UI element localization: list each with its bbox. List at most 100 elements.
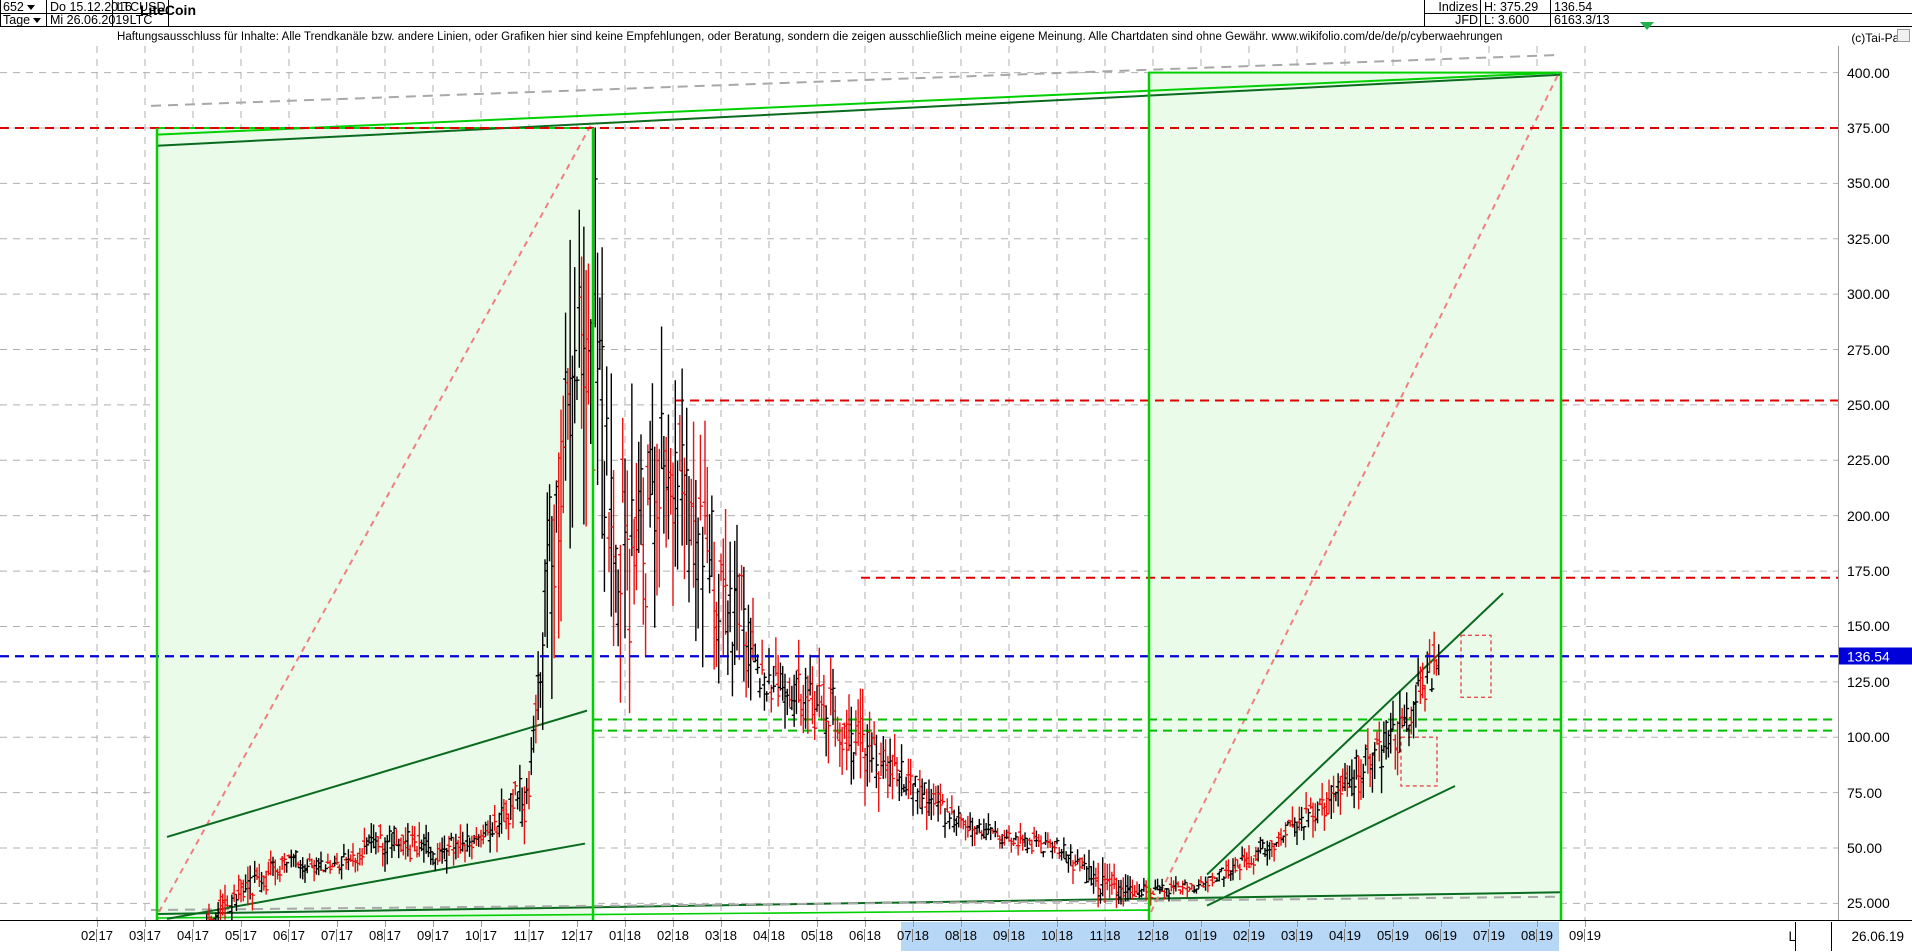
price-axis[interactable]: 400.00 375.00 350.00 325.00 300.00 275.00 250.… bbox=[1838, 46, 1912, 920]
time-tick bbox=[337, 921, 338, 927]
bars-count-selector[interactable]: 652 bbox=[3, 0, 46, 14]
time-tick bbox=[577, 921, 578, 927]
time-tick bbox=[721, 921, 722, 927]
time-tick bbox=[1105, 921, 1106, 927]
guide-line-gray bbox=[150, 53, 1562, 107]
time-label: 11 18 bbox=[1089, 928, 1121, 943]
interval-value: Tage bbox=[3, 12, 31, 27]
time-label: 08 17 bbox=[369, 928, 401, 943]
inner-channel-2017-top bbox=[166, 709, 588, 838]
bars-count-value: 652 bbox=[3, 0, 24, 14]
time-tick bbox=[1537, 921, 1538, 927]
price-tick: 225.00 bbox=[1847, 452, 1890, 469]
price-tick: 75.00 bbox=[1847, 784, 1883, 801]
chevron-down-icon[interactable] bbox=[33, 17, 42, 23]
axis-settings-button[interactable] bbox=[1897, 29, 1910, 42]
price-tick: 250.00 bbox=[1847, 396, 1890, 413]
ticker-code[interactable]: LTC bbox=[129, 12, 153, 27]
time-label: 06 19 bbox=[1425, 928, 1457, 943]
time-tick bbox=[1249, 921, 1250, 927]
time-label: 11 17 bbox=[513, 928, 545, 943]
period-low: L: 3.600 bbox=[1484, 12, 1530, 27]
source-provider: JFD bbox=[1455, 12, 1478, 27]
projection-diagonal-2 bbox=[1150, 72, 1560, 913]
trendline-dark-upper-2 bbox=[594, 73, 1562, 125]
channel-rect-2017 bbox=[156, 126, 594, 920]
time-tick bbox=[625, 921, 626, 927]
time-label: 05 18 bbox=[801, 928, 833, 943]
time-tick bbox=[145, 921, 146, 927]
time-label: 03 19 bbox=[1281, 928, 1313, 943]
volume-info: 6163.3/13 bbox=[1554, 12, 1610, 27]
price-tick: 25.000 bbox=[1847, 895, 1890, 912]
time-label: 02 18 bbox=[657, 928, 689, 943]
date-to[interactable]: Mi 26.06.2019 bbox=[50, 12, 130, 27]
instrument-title: LiteCoin bbox=[140, 2, 196, 18]
time-label: 06 17 bbox=[273, 928, 305, 943]
time-tick bbox=[1393, 921, 1394, 927]
time-range-selection[interactable] bbox=[901, 922, 1559, 951]
time-tick bbox=[1009, 921, 1010, 927]
price-tick: 400.00 bbox=[1847, 64, 1890, 81]
trendline-dark-upper bbox=[156, 122, 596, 147]
chart-canvas bbox=[0, 46, 1838, 920]
scroll-marker-icon bbox=[1640, 22, 1654, 30]
symbol-code[interactable]: LTCUSD bbox=[116, 0, 166, 14]
time-label: 08 19 bbox=[1521, 928, 1553, 943]
time-label: 04 19 bbox=[1329, 928, 1361, 943]
time-tick bbox=[1345, 921, 1346, 927]
time-label: 09 19 bbox=[1569, 928, 1601, 943]
time-axis-mode-label: L bbox=[1788, 929, 1796, 944]
chart-toolbar: 652 Tage Do 15.12.2016 Mi 26.06.2019 LTC… bbox=[0, 0, 1912, 27]
date-from[interactable]: Do 15.12.2016 bbox=[50, 0, 133, 14]
price-tick: 150.00 bbox=[1847, 618, 1890, 635]
inner-channel-2019-top bbox=[1206, 592, 1504, 876]
source-label: Indizes bbox=[1438, 0, 1478, 14]
time-tick bbox=[961, 921, 962, 927]
time-label: 05 19 bbox=[1377, 928, 1409, 943]
price-tick: 350.00 bbox=[1847, 175, 1890, 192]
time-label: 02 19 bbox=[1233, 928, 1265, 943]
time-tick bbox=[1441, 921, 1442, 927]
time-label: 02 17 bbox=[81, 928, 113, 943]
period-high: H: 375.29 bbox=[1484, 0, 1539, 14]
disclaimer-text: Haftungsausschluss für Inhalte: Alle Tre… bbox=[117, 31, 1503, 43]
time-tick bbox=[97, 921, 98, 927]
time-label: 03 17 bbox=[129, 928, 161, 943]
time-tick bbox=[1201, 921, 1202, 927]
consolidation-box-2 bbox=[1460, 634, 1492, 699]
time-label: 12 17 bbox=[561, 928, 593, 943]
time-label: 07 17 bbox=[321, 928, 353, 943]
time-label: 04 17 bbox=[177, 928, 209, 943]
time-tick bbox=[817, 921, 818, 927]
guide-line-gray-lower bbox=[150, 895, 1562, 911]
time-tick bbox=[193, 921, 194, 927]
interval-selector[interactable]: Tage bbox=[3, 12, 46, 27]
ohlc-bars bbox=[206, 127, 1442, 920]
time-tick bbox=[865, 921, 866, 927]
time-label: 07 18 bbox=[897, 928, 929, 943]
price-tick: 175.00 bbox=[1847, 563, 1890, 580]
chart-plot-area[interactable] bbox=[0, 46, 1838, 920]
price-tick: 100.00 bbox=[1847, 729, 1890, 746]
time-axis[interactable]: L 26.06.19 02 17 03 17 04 17 05 17 06 17 07 17 08 17 0… bbox=[0, 920, 1912, 952]
copyright-label: (c)Tai-Pan bbox=[1851, 31, 1906, 45]
inner-channel-2019-bottom bbox=[1206, 785, 1456, 907]
time-label: 08 18 bbox=[945, 928, 977, 943]
time-label: 05 17 bbox=[225, 928, 257, 943]
price-tick: 125.00 bbox=[1847, 673, 1890, 690]
chevron-down-icon[interactable] bbox=[26, 4, 35, 10]
price-tick: 275.00 bbox=[1847, 341, 1890, 358]
lower-trendline-light bbox=[156, 909, 1150, 919]
time-label: 07 19 bbox=[1473, 928, 1505, 943]
time-label: 12 18 bbox=[1137, 928, 1169, 943]
time-label: 10 18 bbox=[1041, 928, 1073, 943]
time-label: 10 17 bbox=[465, 928, 497, 943]
time-tick bbox=[769, 921, 770, 927]
time-label: 06 18 bbox=[849, 928, 881, 943]
upper-trendline bbox=[156, 71, 1562, 136]
time-tick bbox=[1297, 921, 1298, 927]
projection-diagonal-1 bbox=[158, 120, 594, 913]
time-label: 09 17 bbox=[417, 928, 449, 943]
